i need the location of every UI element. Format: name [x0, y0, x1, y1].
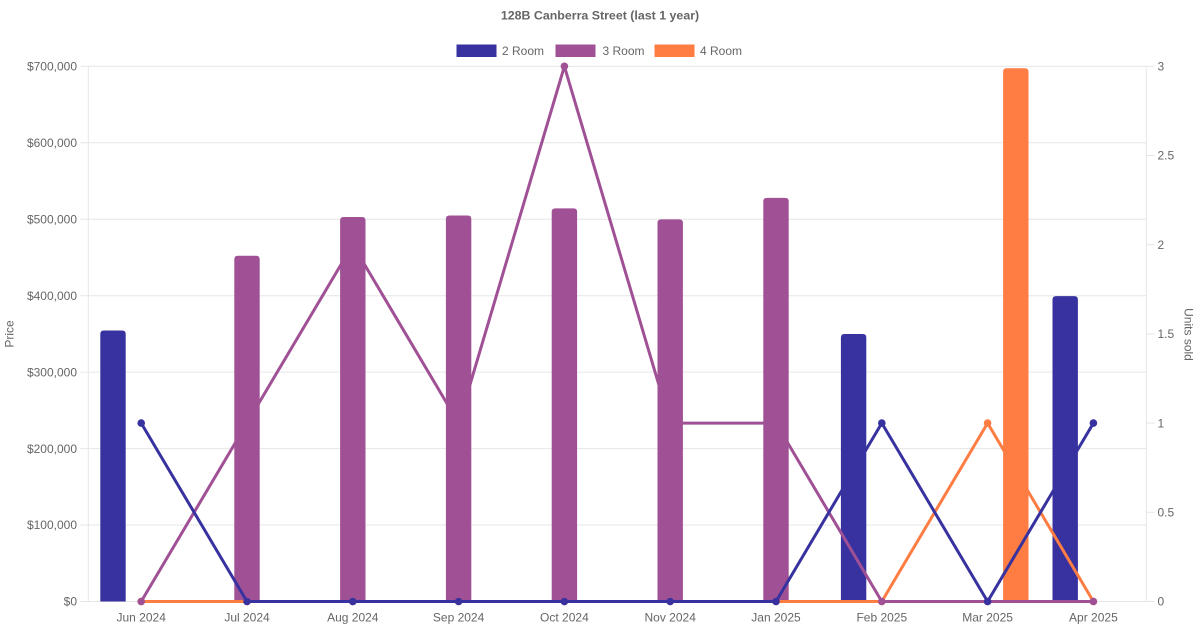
svg-text:Feb 2025: Feb 2025 [856, 611, 907, 625]
svg-text:Price: Price [3, 320, 17, 348]
svg-text:Aug 2024: Aug 2024 [327, 611, 379, 625]
svg-text:Jan 2025: Jan 2025 [751, 611, 801, 625]
svg-text:$100,000: $100,000 [27, 518, 77, 532]
svg-text:Jul 2024: Jul 2024 [224, 611, 270, 625]
svg-text:Jun 2024: Jun 2024 [117, 611, 167, 625]
svg-text:$400,000: $400,000 [27, 289, 77, 303]
svg-text:$300,000: $300,000 [27, 365, 77, 379]
svg-text:Nov 2024: Nov 2024 [645, 611, 697, 625]
svg-text:Sep 2024: Sep 2024 [433, 611, 485, 625]
svg-text:0: 0 [1158, 595, 1165, 609]
svg-text:0.5: 0.5 [1158, 506, 1175, 520]
svg-text:1.5: 1.5 [1158, 327, 1175, 341]
svg-text:2 Room: 2 Room [502, 44, 544, 58]
svg-text:Mar 2025: Mar 2025 [962, 611, 1013, 625]
svg-text:Units sold: Units sold [1182, 308, 1196, 361]
svg-text:3: 3 [1158, 60, 1165, 74]
svg-text:$0: $0 [64, 595, 78, 609]
svg-text:2: 2 [1158, 238, 1165, 252]
svg-text:3 Room: 3 Room [603, 44, 645, 58]
svg-text:Apr 2025: Apr 2025 [1069, 611, 1118, 625]
svg-text:$200,000: $200,000 [27, 442, 77, 456]
svg-text:128B Canberra Street (last 1 y: 128B Canberra Street (last 1 year) [501, 9, 699, 23]
svg-text:$500,000: $500,000 [27, 212, 77, 226]
svg-text:2.5: 2.5 [1158, 149, 1175, 163]
svg-text:4 Room: 4 Room [700, 44, 742, 58]
svg-text:$600,000: $600,000 [27, 136, 77, 150]
svg-text:Oct 2024: Oct 2024 [540, 611, 589, 625]
svg-text:$700,000: $700,000 [27, 60, 77, 74]
svg-text:1: 1 [1158, 416, 1165, 430]
